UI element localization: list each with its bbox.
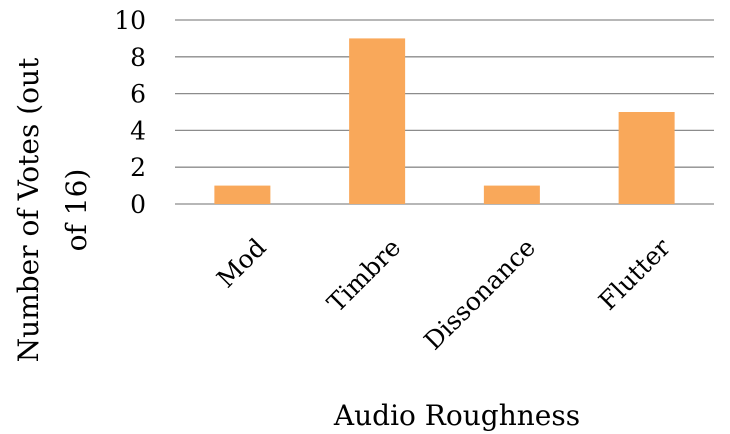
y-tick-label-8: 8 — [130, 43, 146, 72]
y-axis-title: Number of Votes (out of 16) — [12, 57, 93, 362]
y-axis-title-line-2: of 16) — [60, 169, 93, 252]
x-axis-title: Audio Roughness — [333, 399, 580, 432]
y-tick-label-2: 2 — [130, 153, 146, 182]
y-tick-label-6: 6 — [130, 80, 146, 109]
y-tick-label-4: 4 — [130, 116, 146, 145]
bar-flutter — [618, 112, 675, 204]
bar-timbre — [349, 38, 406, 205]
y-axis-title-line-1: Number of Votes (out — [12, 57, 45, 362]
y-axis-tick-labels: 0 2 4 6 8 10 — [114, 6, 146, 219]
bar-mod — [214, 185, 271, 204]
y-tick-label-10: 10 — [114, 6, 146, 35]
x-tick-label-mod: Mod — [211, 233, 272, 294]
x-axis-tick-labels: Mod Timbre Dissonance Flutter — [211, 233, 676, 356]
x-tick-label-dissonance: Dissonance — [418, 233, 541, 356]
bar-dissonance — [483, 185, 540, 204]
y-tick-label-0: 0 — [130, 190, 146, 219]
x-tick-label-flutter: Flutter — [593, 233, 676, 316]
x-tick-label-timbre: Timbre — [321, 233, 406, 318]
bars — [214, 38, 675, 205]
